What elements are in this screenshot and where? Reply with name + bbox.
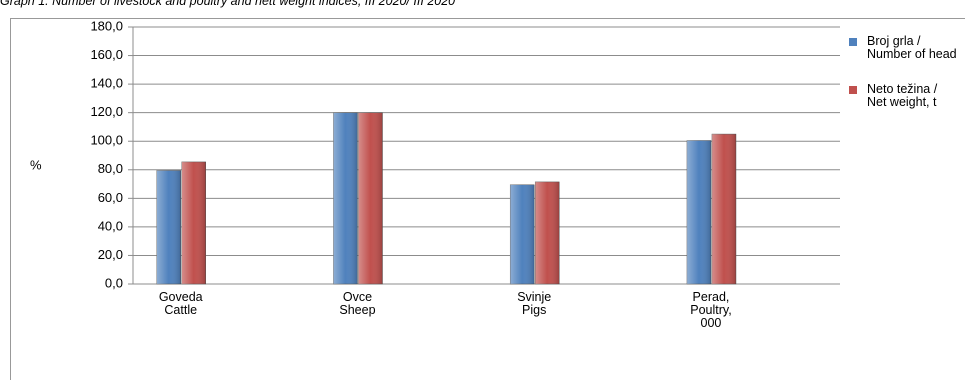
bar-shade [535, 181, 560, 284]
y-tick-label: 20,0 [98, 247, 123, 262]
legend-label: Broj grla / Number of head [867, 34, 957, 61]
x-tick-label: Perad, Poultry, 000 [690, 290, 732, 330]
x-tick-label: Ovce Sheep [339, 290, 376, 317]
chart-title: Graph 1. Number of livestock and poultry… [0, 0, 456, 8]
legend-label: Neto težina / Net weight, t [867, 82, 938, 109]
bar-shade [181, 161, 206, 284]
bar-shade [711, 134, 736, 284]
y-tick-label: 0,0 [105, 275, 123, 290]
bar-shade [358, 112, 383, 285]
y-tick-label: 140,0 [90, 76, 123, 91]
y-tick-label: 180,0 [90, 18, 123, 33]
y-tick-label: 80,0 [98, 161, 123, 176]
bar-shade [156, 170, 181, 284]
chart-frame [10, 18, 965, 380]
y-tick-label: 160,0 [90, 47, 123, 62]
bar-shade [686, 140, 711, 284]
y-tick-label: 120,0 [90, 104, 123, 119]
y-tick-label: 100,0 [90, 133, 123, 148]
y-tick-label: 40,0 [98, 218, 123, 233]
legend-swatch [849, 86, 857, 94]
x-tick-label: Svinje Pigs [517, 290, 552, 317]
bar-shade [510, 184, 535, 284]
legend-swatch [849, 38, 857, 46]
bar-shade [333, 112, 358, 285]
x-tick-label: Goveda Cattle [158, 290, 203, 317]
y-axis-label: % [30, 157, 42, 172]
y-tick-label: 60,0 [98, 190, 123, 205]
